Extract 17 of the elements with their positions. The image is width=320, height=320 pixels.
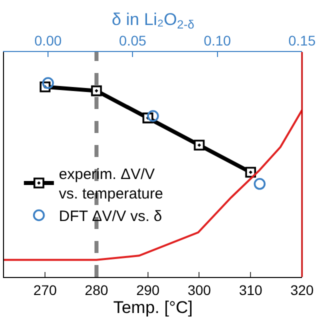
x2-tick-label: 0.10 <box>204 32 232 48</box>
x-tick-label: 310 <box>238 282 263 298</box>
x-tick-label: 320 <box>290 282 314 298</box>
x2-tick-label: 0.05 <box>119 32 147 48</box>
x-tick-label: 280 <box>84 282 108 298</box>
x2-tick-label: 0.15 <box>288 32 316 48</box>
x2-tick-label: 0.00 <box>34 32 62 48</box>
x-tick-label: 290 <box>136 282 160 298</box>
point <box>245 166 256 178</box>
point <box>194 140 205 150</box>
x-tick-label: 270 <box>33 282 57 298</box>
point <box>91 85 102 96</box>
x-axis-title: Temp. [°C] <box>113 298 193 317</box>
legend-label: experim. ΔV/V vs. temperature <box>58 166 164 203</box>
x-tick-label: 300 <box>188 282 212 298</box>
x2-axis-title: δ in Li₂O$_{2-δ}$ <box>112 10 195 32</box>
legend-label: DFT ΔV/V vs. δ <box>58 208 162 226</box>
